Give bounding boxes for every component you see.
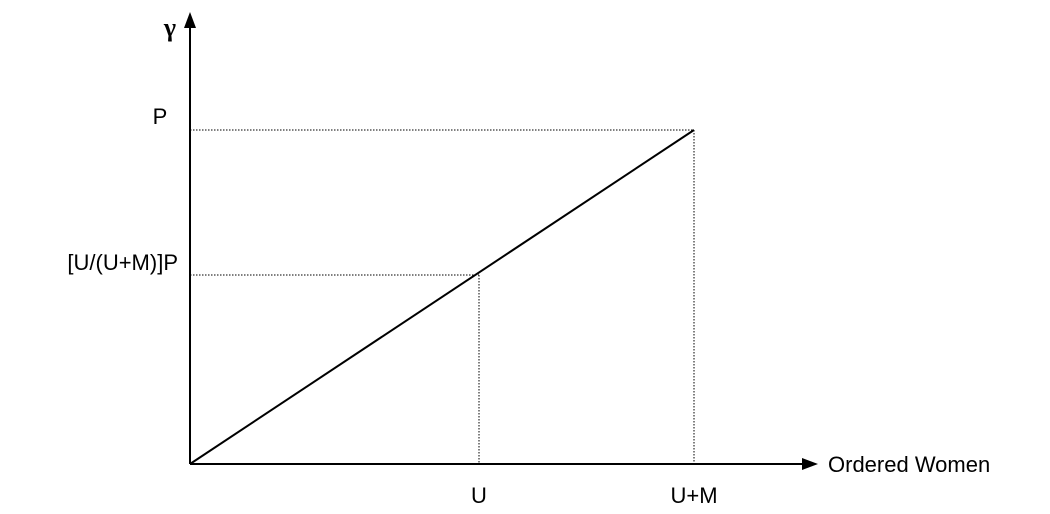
y-label: [U/(U+M)]P [67,250,178,275]
y-axis-arrow [184,12,196,28]
x-axis-label: Ordered Women [828,452,990,477]
diagonal-line [189,129,695,465]
x-label: U [471,483,487,508]
x-axis-arrow [802,458,818,470]
x-label: U+M [670,483,717,508]
y-axis-label: γ [163,13,176,42]
y-label: P [153,104,168,129]
